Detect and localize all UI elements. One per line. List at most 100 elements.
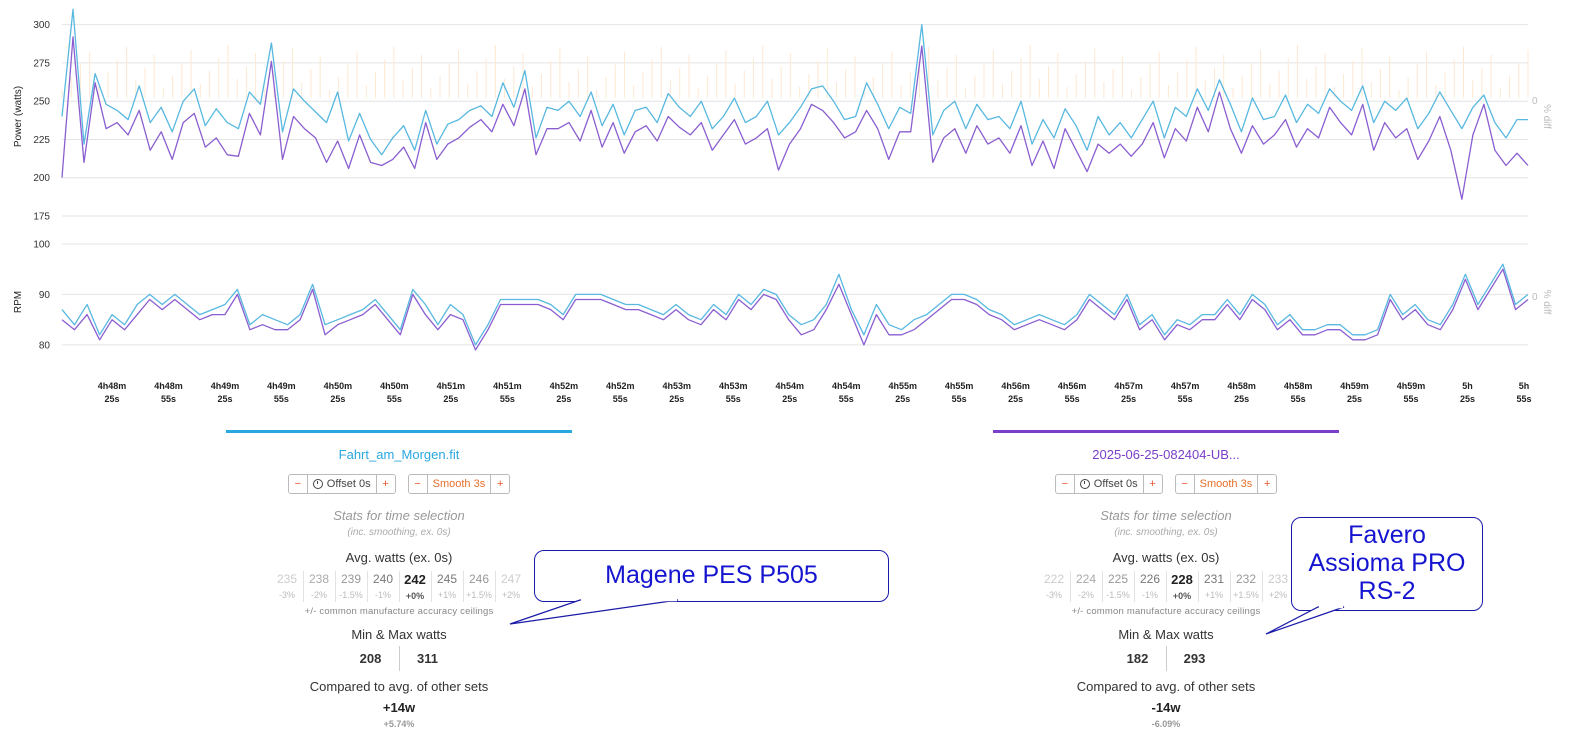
x-tick-label: 55s xyxy=(726,394,741,404)
y2-tick-label: 0 xyxy=(1532,292,1538,303)
stats-subtitle: (inc. smoothing, ex. 0s) xyxy=(1114,527,1218,538)
y2-axis-title: % diff xyxy=(1541,290,1552,315)
min-watts: 182 xyxy=(1126,651,1149,666)
x-tick-label: 4h59m xyxy=(1397,381,1426,391)
compare-percent: -6.09% xyxy=(1151,719,1181,729)
y-tick-label: 80 xyxy=(39,340,51,351)
accuracy-value: 247 xyxy=(500,572,522,586)
x-tick-label: 55s xyxy=(839,394,854,404)
y-tick-label: 300 xyxy=(33,20,50,31)
left-device-panel: Fahrt_am_Morgen.fit − Offset 0s + − Smoo… xyxy=(139,430,659,729)
stats-title: Stats for time selection xyxy=(333,508,465,523)
max-watts: 293 xyxy=(1183,651,1206,666)
diff-bars xyxy=(61,45,1529,98)
smooth-plus-button[interactable]: + xyxy=(496,478,504,490)
accuracy-percent: -1.5% xyxy=(339,590,363,600)
smooth-label: Smooth 3s xyxy=(426,475,492,493)
callout-text: Assioma PRO xyxy=(1308,549,1466,577)
x-tick-label: 4h48m xyxy=(98,381,127,391)
x-tick-label: 25s xyxy=(895,394,910,404)
accuracy-value: 240 xyxy=(372,572,394,586)
accuracy-cell: 228 +0% xyxy=(1165,571,1198,602)
accuracy-percent: +1% xyxy=(1204,590,1224,600)
offset-plus-button[interactable]: + xyxy=(1149,478,1156,490)
y-tick-label: 200 xyxy=(33,173,50,184)
x-tick-label: 4h50m xyxy=(380,381,409,391)
accuracy-percent: +0% xyxy=(405,591,425,601)
accuracy-value: 226 xyxy=(1139,572,1161,586)
accuracy-value: 239 xyxy=(340,572,362,586)
x-tick-label: 4h56m xyxy=(1001,381,1030,391)
y-tick-label: 250 xyxy=(33,97,50,108)
file-name[interactable]: 2025-06-25-082404-UB... xyxy=(1092,447,1240,462)
x-tick-label: 25s xyxy=(782,394,797,404)
left-callout: Magene PES P505 xyxy=(534,550,889,602)
compare-watts: -14w xyxy=(1151,700,1181,715)
x-tick-label: 25s xyxy=(1460,394,1475,404)
compare-title: Compared to avg. of other sets xyxy=(1076,679,1256,694)
y-tick-label: 275 xyxy=(33,58,50,69)
x-tick-label: 4h59m xyxy=(1340,381,1369,391)
x-tick-label: 25s xyxy=(556,394,571,404)
y-axis-title: Power (watts) xyxy=(13,86,24,147)
x-tick-label: 4h53m xyxy=(719,381,748,391)
series-line-fahrt xyxy=(61,263,1529,346)
x-tick-label: 4h55m xyxy=(945,381,974,391)
accuracy-percent: +1.5% xyxy=(1233,590,1259,600)
smooth-minus-button[interactable]: − xyxy=(1181,478,1188,490)
time-axis: 4h48m 25s 4h48m 55s 4h49m 25s 4h49m 55s 4h50m 25s… xyxy=(98,381,1532,404)
y-tick-label: 225 xyxy=(33,135,50,146)
smooth-label: Smooth 3s xyxy=(1193,475,1259,493)
offset-minus-button[interactable]: − xyxy=(1061,478,1068,490)
x-tick-label: 25s xyxy=(1008,394,1023,404)
x-tick-label: 4h57m xyxy=(1114,381,1143,391)
x-tick-label: 55s xyxy=(274,394,289,404)
stats-subtitle: (inc. smoothing, ex. 0s) xyxy=(347,527,451,538)
x-tick-label: 4h49m xyxy=(211,381,240,391)
accuracy-cell: 222 -3% xyxy=(1039,571,1070,602)
accuracy-note: +/- common manufacture accuracy ceilings xyxy=(1071,606,1261,617)
avg-watts-title: Avg. watts (ex. 0s) xyxy=(1112,550,1220,565)
x-tick-label: 55s xyxy=(1516,394,1531,404)
accuracy-cell: 245 +1% xyxy=(430,571,463,602)
file-name[interactable]: Fahrt_am_Morgen.fit xyxy=(338,447,460,462)
series-line-fahrt xyxy=(61,8,1528,156)
accuracy-cell: 235 -3% xyxy=(272,571,303,602)
offset-control: − Offset 0s + xyxy=(1054,474,1163,494)
smooth-minus-button[interactable]: − xyxy=(414,478,421,490)
x-tick-label: 4h50m xyxy=(324,381,353,391)
x-tick-label: 5h xyxy=(1519,381,1530,391)
accuracy-cell: 240 -1% xyxy=(366,571,399,602)
series-color-bar xyxy=(993,430,1339,433)
accuracy-percent: +1.5% xyxy=(466,590,492,600)
accuracy-cell: 238 -2% xyxy=(302,571,335,602)
accuracy-value: 233 xyxy=(1267,572,1289,586)
accuracy-value: 228 xyxy=(1171,572,1193,587)
accuracy-cell: 226 -1% xyxy=(1133,571,1166,602)
offset-minus-button[interactable]: − xyxy=(294,478,301,490)
x-tick-label: 4h48m xyxy=(154,381,183,391)
accuracy-percent: -3% xyxy=(1045,590,1062,600)
y-tick-label: 90 xyxy=(39,290,51,301)
x-tick-label: 55s xyxy=(500,394,515,404)
offset-plus-button[interactable]: + xyxy=(382,478,389,490)
x-tick-label: 55s xyxy=(1291,394,1306,404)
x-tick-label: 55s xyxy=(387,394,402,404)
accuracy-value: 235 xyxy=(276,572,298,586)
accuracy-cell: 231 +1% xyxy=(1197,571,1230,602)
compare-title: Compared to avg. of other sets xyxy=(309,679,489,694)
clock-icon xyxy=(1079,479,1090,489)
x-tick-label: 4h54m xyxy=(832,381,861,391)
x-tick-label: 25s xyxy=(1347,394,1362,404)
x-tick-label: 25s xyxy=(1121,394,1136,404)
compare-watts: +14w xyxy=(382,700,416,715)
y2-tick-label: 0 xyxy=(1532,96,1538,107)
accuracy-cell: 233 +2% xyxy=(1261,571,1294,602)
accuracy-cell: 247 +2% xyxy=(494,571,527,602)
accuracy-value: 232 xyxy=(1235,572,1257,586)
accuracy-percent: -3% xyxy=(278,590,295,600)
smooth-plus-button[interactable]: + xyxy=(1263,478,1271,490)
x-tick-label: 55s xyxy=(1404,394,1419,404)
